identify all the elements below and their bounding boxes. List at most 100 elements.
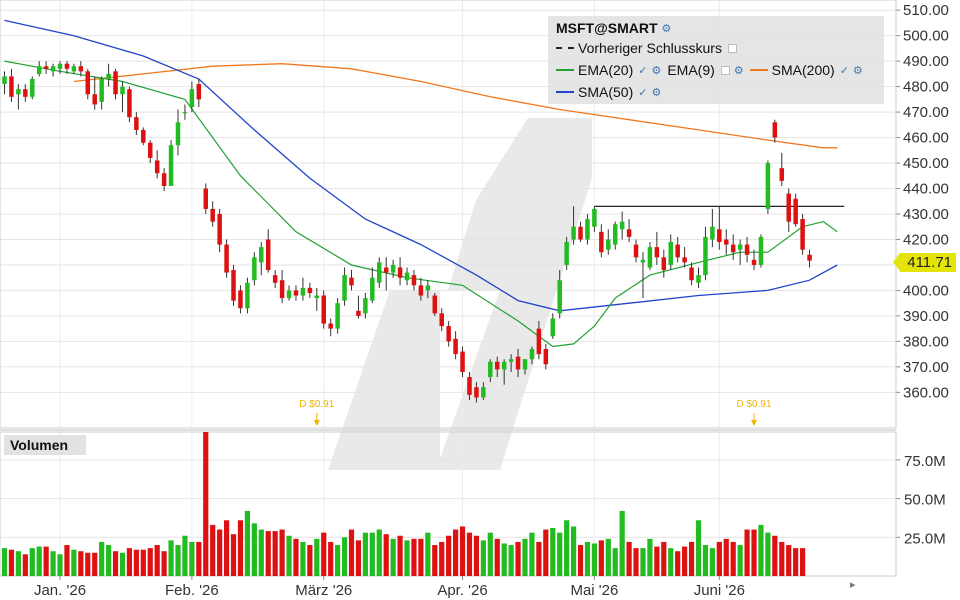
legend-sma50-row[interactable]: SMA(50) ✓ ⚙ bbox=[556, 84, 661, 100]
visibility-checkbox[interactable] bbox=[720, 65, 730, 75]
check-icon[interactable]: ✓ bbox=[638, 64, 648, 77]
candle bbox=[265, 229, 271, 273]
price-tick-label: 440.00 bbox=[903, 181, 949, 198]
date-tick-label: Jan. '26 bbox=[34, 582, 86, 599]
candle bbox=[488, 359, 493, 383]
candle-body bbox=[390, 264, 396, 273]
candle-body bbox=[543, 349, 549, 365]
candle-body bbox=[772, 122, 778, 138]
candle-body bbox=[349, 277, 354, 286]
candle bbox=[210, 201, 215, 227]
candle-body bbox=[793, 198, 798, 225]
candle-body bbox=[300, 287, 306, 296]
candle-body bbox=[404, 272, 410, 281]
candle-body bbox=[50, 66, 56, 72]
candle-body bbox=[30, 78, 35, 97]
gear-icon[interactable]: ⚙ bbox=[661, 22, 672, 35]
arrow-right-icon[interactable]: ▸ bbox=[850, 579, 856, 591]
candle bbox=[703, 226, 708, 281]
volume-bar bbox=[78, 551, 84, 576]
candle-body bbox=[779, 168, 785, 181]
volume-bar bbox=[786, 545, 792, 576]
candle-body bbox=[474, 387, 479, 398]
price-tick-label: 420.00 bbox=[903, 231, 949, 248]
check-icon[interactable]: ✓ bbox=[638, 86, 648, 99]
legend-ma-row[interactable]: EMA(20) ✓ ⚙ EMA(9) ⚙ SMA(200) ✓ ⚙ bbox=[556, 62, 869, 78]
volume-bar bbox=[550, 528, 556, 576]
candle bbox=[252, 252, 257, 286]
volume-bar bbox=[57, 554, 63, 576]
ema9-label: EMA(9) bbox=[667, 62, 715, 78]
sma50-label: SMA(50) bbox=[578, 84, 634, 100]
dividend-label: D $0.91 bbox=[737, 399, 772, 410]
candle bbox=[370, 267, 375, 304]
volume-bar bbox=[335, 545, 341, 576]
candle bbox=[300, 277, 306, 301]
candle bbox=[737, 239, 743, 265]
gear-icon[interactable]: ⚙ bbox=[733, 64, 744, 77]
candle bbox=[189, 81, 195, 113]
legend-prev-close-row[interactable]: Vorheriger Schlusskurs bbox=[556, 40, 737, 56]
candle bbox=[647, 242, 653, 271]
candle bbox=[432, 292, 438, 316]
candle-body bbox=[113, 71, 118, 95]
candle-body bbox=[717, 229, 722, 243]
volume-bar bbox=[383, 534, 389, 576]
candle bbox=[751, 249, 757, 271]
gear-icon[interactable]: ⚙ bbox=[852, 64, 863, 77]
volume-bar bbox=[779, 541, 785, 576]
candle bbox=[661, 249, 667, 278]
legend-item-ema9[interactable]: EMA(9) ⚙ bbox=[667, 62, 743, 78]
legend-symbol-row[interactable]: MSFT@SMART ⚙ bbox=[556, 20, 671, 36]
candle bbox=[259, 242, 264, 276]
price-tick-label: 430.00 bbox=[903, 206, 949, 223]
candle bbox=[92, 76, 97, 110]
volume-bar bbox=[244, 510, 250, 576]
candle-body bbox=[737, 244, 743, 250]
prev-close-swatch bbox=[556, 47, 574, 49]
candle-body bbox=[730, 244, 736, 253]
candle bbox=[293, 285, 299, 301]
price-tick-label: 450.00 bbox=[903, 155, 949, 172]
chart-legend[interactable]: MSFT@SMART ⚙ Vorheriger Schlusskurs EMA(… bbox=[548, 16, 884, 104]
volume-bar bbox=[251, 523, 257, 576]
candle bbox=[182, 104, 188, 120]
candle-body bbox=[703, 236, 708, 276]
candle bbox=[238, 285, 243, 314]
date-tick-label: März '26 bbox=[295, 582, 352, 599]
candle bbox=[717, 206, 722, 250]
date-tick-label: Feb. '26 bbox=[165, 582, 219, 599]
visibility-checkbox[interactable] bbox=[727, 43, 737, 53]
volume-bar bbox=[196, 541, 202, 576]
volume-tick-label: 75.0M bbox=[904, 453, 946, 470]
volume-bar bbox=[140, 549, 146, 576]
check-icon[interactable]: ✓ bbox=[839, 64, 849, 77]
candle bbox=[758, 234, 764, 268]
candle bbox=[134, 112, 139, 136]
candle-body bbox=[550, 318, 556, 337]
volume-bar bbox=[439, 541, 445, 576]
candle bbox=[599, 224, 604, 258]
volume-bar bbox=[258, 529, 264, 576]
candle-body bbox=[9, 76, 14, 97]
volume-bar bbox=[702, 545, 709, 576]
volume-bar bbox=[543, 529, 549, 576]
date-tick-label: Mai '26 bbox=[570, 582, 618, 599]
candle bbox=[99, 76, 104, 110]
legend-item-ema20[interactable]: EMA(20) ✓ ⚙ bbox=[556, 62, 661, 78]
gear-icon[interactable]: ⚙ bbox=[651, 64, 662, 77]
candle-body bbox=[377, 262, 382, 283]
volume-bar bbox=[800, 548, 806, 576]
candle bbox=[564, 236, 569, 271]
candle bbox=[328, 318, 333, 337]
volume-bar bbox=[293, 538, 299, 576]
candle bbox=[592, 206, 597, 232]
candles bbox=[2, 61, 812, 403]
gear-icon[interactable]: ⚙ bbox=[651, 86, 662, 99]
candle-body bbox=[161, 173, 167, 186]
candle bbox=[612, 221, 618, 250]
legend-item-sma200[interactable]: SMA(200) ✓ ⚙ bbox=[749, 62, 863, 78]
candle bbox=[744, 236, 750, 263]
candle bbox=[501, 359, 507, 385]
candle bbox=[640, 252, 646, 299]
